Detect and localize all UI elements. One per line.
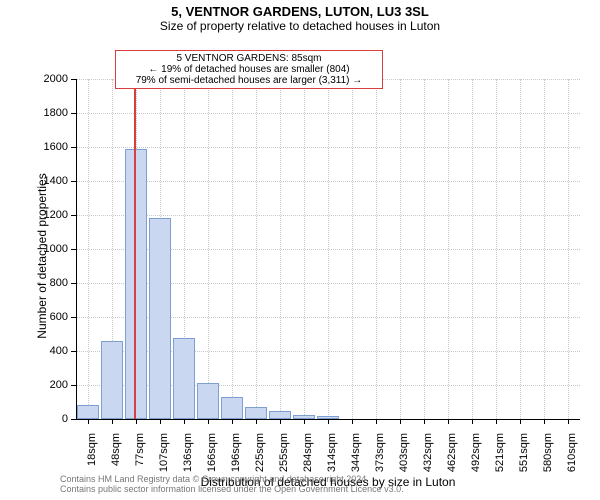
x-tick-label: 521sqm — [494, 433, 506, 472]
y-tick-label: 0 — [62, 413, 68, 425]
grid-line — [304, 79, 305, 419]
footer: Contains HM Land Registry data © Crown c… — [60, 474, 404, 494]
annotation-box: 5 VENTNOR GARDENS: 85sqm← 19% of detache… — [115, 50, 383, 89]
grid-line — [376, 79, 377, 419]
x-tick-label: 462sqm — [446, 433, 458, 472]
x-tick-label: 492sqm — [470, 433, 482, 472]
grid-line — [256, 79, 257, 419]
x-tick-label: 551sqm — [518, 433, 530, 472]
x-tick-label: 18sqm — [86, 433, 98, 466]
histogram-bar — [197, 383, 219, 419]
x-axis — [76, 419, 580, 420]
x-tick-label: 580sqm — [542, 433, 554, 472]
grid-line — [352, 79, 353, 419]
x-tick-label: 314sqm — [326, 433, 338, 472]
x-tick-label: 166sqm — [206, 433, 218, 472]
x-tick-label: 77sqm — [134, 433, 146, 466]
y-tick-label: 400 — [50, 345, 68, 357]
histogram-bar — [221, 397, 243, 419]
x-tick-label: 107sqm — [158, 433, 170, 472]
y-tick-label: 200 — [50, 379, 68, 391]
x-tick-label: 48sqm — [110, 433, 122, 466]
histogram-bar — [173, 338, 195, 419]
x-tick-label: 136sqm — [182, 433, 194, 472]
y-tick-label: 800 — [50, 277, 68, 289]
histogram-bar — [77, 405, 99, 419]
annotation-line: 79% of semi-detached houses are larger (… — [122, 75, 376, 86]
plot-area: 020040060080010001200140016001800200018s… — [76, 79, 580, 419]
grid-line — [448, 79, 449, 419]
grid-line — [400, 79, 401, 419]
x-tick-label: 403sqm — [398, 433, 410, 472]
grid-line — [328, 79, 329, 419]
y-tick-label: 2000 — [44, 73, 68, 85]
y-tick-label: 600 — [50, 311, 68, 323]
x-tick-label: 255sqm — [278, 433, 290, 472]
annotation-line: ← 19% of detached houses are smaller (80… — [122, 64, 376, 75]
x-tick-label: 225sqm — [254, 433, 266, 472]
grid-line — [208, 79, 209, 419]
grid-line — [568, 79, 569, 419]
annotation-line: 5 VENTNOR GARDENS: 85sqm — [122, 53, 376, 64]
x-tick-label: 284sqm — [302, 433, 314, 472]
x-tick-label: 373sqm — [374, 433, 386, 472]
grid-line — [280, 79, 281, 419]
grid-line — [232, 79, 233, 419]
histogram-bar — [125, 149, 147, 419]
grid-line — [472, 79, 473, 419]
footer-line2: Contains public sector information licen… — [60, 484, 404, 494]
grid-line — [520, 79, 521, 419]
chart-title: 5, VENTNOR GARDENS, LUTON, LU3 3SL — [0, 0, 600, 19]
marker-line — [134, 79, 136, 419]
grid-line — [424, 79, 425, 419]
chart-subtitle: Size of property relative to detached ho… — [0, 19, 600, 33]
grid-line — [544, 79, 545, 419]
x-tick-label: 432sqm — [422, 433, 434, 472]
y-axis-label: Number of detached properties — [35, 86, 49, 426]
y-axis — [76, 79, 77, 419]
x-tick-label: 344sqm — [350, 433, 362, 472]
footer-line1: Contains HM Land Registry data © Crown c… — [60, 474, 404, 484]
grid-line — [496, 79, 497, 419]
histogram-bar — [269, 411, 291, 419]
x-tick-label: 196sqm — [230, 433, 242, 472]
x-tick-label: 610sqm — [566, 433, 578, 472]
histogram-bar — [149, 218, 171, 419]
histogram-bar — [245, 407, 267, 419]
grid-line — [88, 79, 89, 419]
histogram-bar — [101, 341, 123, 419]
